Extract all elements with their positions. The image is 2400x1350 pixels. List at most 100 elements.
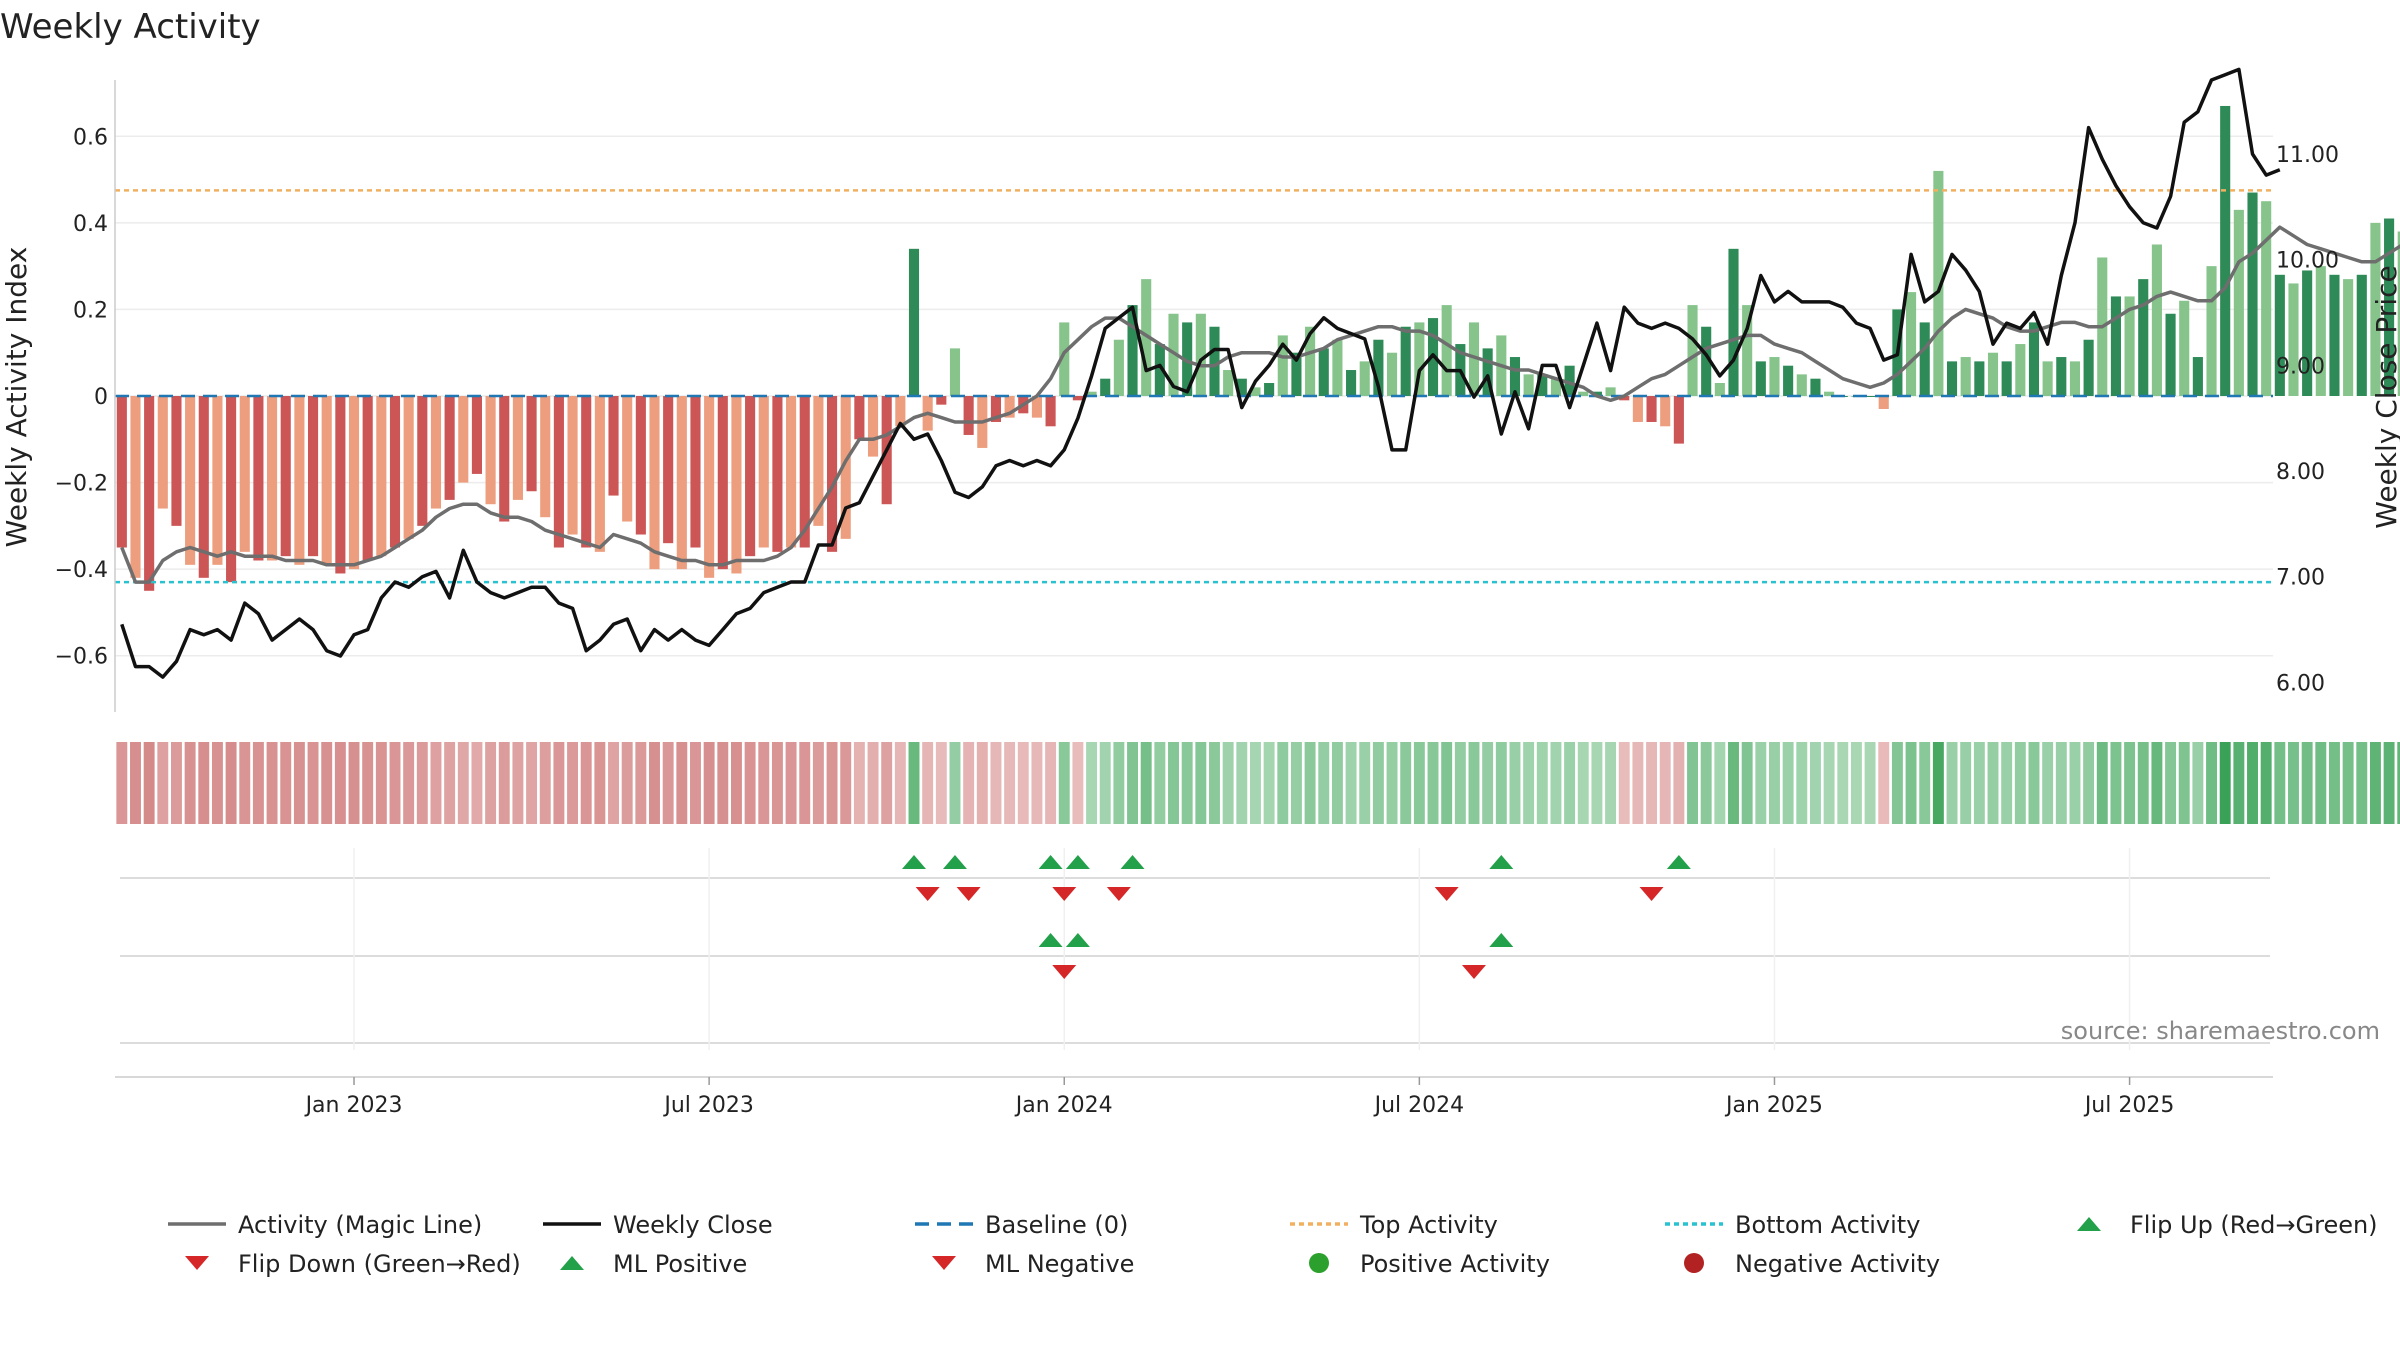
magic-line [120, 225, 2400, 584]
flip-down-marker-1 [956, 887, 981, 901]
flip-up-marker-4 [1120, 855, 1145, 869]
heat-cell-18 [362, 742, 374, 824]
activity-bar-156 [2247, 192, 2258, 396]
heat-cell-130 [1891, 742, 1903, 824]
legend-swatch-7 [560, 1256, 584, 1270]
activity-bar-17 [348, 396, 360, 570]
activity-bar-48 [772, 396, 783, 552]
activity-bar-128 [1865, 396, 1876, 397]
flip-down-marker-3 [1106, 887, 1131, 901]
activity-bar-25 [458, 396, 469, 483]
activity-bar-71 [1086, 391, 1097, 396]
legend-label-10: Negative Activity [1735, 1250, 1940, 1278]
activity-bar-82 [1236, 378, 1247, 396]
y-tick-label-4: −0.2 [55, 472, 108, 497]
x-tick-label-3: Jul 2024 [1373, 1093, 1465, 1118]
legend-swatch-9 [1309, 1253, 1329, 1273]
heat-cell-14 [307, 742, 319, 824]
activity-bar-12 [280, 396, 291, 557]
heat-cell-143 [2069, 742, 2081, 824]
y2-tick-label-0: 11.00 [2276, 143, 2339, 168]
activity-bar-83 [1250, 387, 1261, 396]
heat-cell-26 [471, 742, 483, 824]
activity-bar-85 [1277, 335, 1288, 396]
activity-bar-138 [2001, 361, 2012, 396]
heat-cell-166 [2383, 742, 2395, 824]
activity-bar-143 [2069, 361, 2081, 396]
heat-cell-109 [1605, 742, 1617, 824]
activity-bar-150 [2165, 313, 2176, 396]
activity-bar-1 [130, 396, 141, 578]
activity-bar-8 [226, 396, 237, 583]
heat-cell-29 [512, 742, 524, 824]
heat-cell-117 [1714, 742, 1726, 824]
heat-cell-112 [1646, 742, 1658, 824]
heat-cell-72 [1099, 742, 1111, 824]
heat-cell-46 [744, 742, 756, 824]
activity-bar-9 [239, 396, 250, 552]
activity-bar-43 [704, 396, 715, 578]
heat-cell-40 [662, 742, 674, 824]
heat-cell-44 [717, 742, 729, 824]
heat-cell-127 [1850, 742, 1862, 824]
y2-tick-label-2: 9.00 [2276, 354, 2325, 379]
activity-bar-73 [1113, 339, 1124, 396]
heat-cell-59 [922, 742, 934, 824]
activity-bar-54 [854, 396, 865, 440]
heat-cell-149 [2151, 742, 2163, 824]
activity-bar-106 [1564, 365, 1575, 396]
activity-bar-35 [594, 396, 605, 552]
activity-bar-3 [157, 396, 168, 509]
heat-cell-73 [1113, 742, 1125, 824]
heat-cell-58 [908, 742, 920, 824]
y2-tick-label-3: 8.00 [2276, 460, 2325, 485]
activity-bar-155 [2233, 209, 2244, 396]
activity-bar-120 [1755, 361, 1766, 396]
heat-cell-144 [2083, 742, 2095, 824]
activity-bar-15 [321, 396, 332, 565]
flip-up-marker-3 [1065, 855, 1090, 869]
activity-bar-160 [2302, 270, 2313, 396]
activity-bar-21 [403, 396, 414, 539]
activity-bar-28 [499, 396, 510, 522]
activity-bar-61 [949, 348, 961, 396]
heat-cell-42 [690, 742, 701, 824]
flip-down-marker-4 [1434, 887, 1459, 901]
activity-bar-154 [2220, 105, 2231, 397]
heat-cell-65 [1004, 742, 1016, 824]
legend-swatch-10 [1684, 1253, 1704, 1273]
heat-cell-137 [1987, 742, 1999, 824]
activity-bar-111 [1632, 396, 1643, 422]
y-axis-title: Weekly Activity Index [0, 247, 33, 548]
heat-cell-100 [1482, 742, 1494, 824]
flip-up-marker-2 [1038, 855, 1063, 869]
activity-bar-116 [1701, 326, 1712, 396]
x-tick-label-1: Jul 2023 [662, 1093, 754, 1118]
heat-cell-91 [1359, 742, 1371, 824]
weekly-close-line [120, 67, 2281, 679]
activity-bar-53 [840, 396, 851, 539]
activity-bar-37 [622, 396, 633, 522]
heat-cell-153 [2206, 742, 2218, 824]
heat-cell-99 [1468, 742, 1480, 824]
activity-bar-153 [2206, 266, 2217, 396]
ml-positive-marker-2 [1489, 933, 1514, 947]
activity-bar-125 [1824, 391, 1835, 396]
heat-cell-64 [990, 742, 1002, 824]
heat-cell-141 [2042, 742, 2054, 824]
axes: 0.6 0.4 0.2 0 −0.2 −0.4 −0.6 11.00 10.00 9.00 8.00… [55, 80, 2339, 712]
heat-cell-79 [1195, 742, 1207, 824]
x-tick-label-0: Jan 2023 [304, 1093, 403, 1118]
heat-cell-102 [1509, 742, 1521, 824]
activity-bar-65 [1004, 396, 1015, 418]
flip-up-marker-0 [902, 855, 927, 869]
heat-cell-23 [430, 742, 442, 824]
heat-cell-19 [375, 742, 387, 824]
heat-cell-48 [771, 742, 783, 824]
activity-bar-75 [1141, 279, 1152, 396]
activity-bar-124 [1810, 378, 1821, 396]
activity-bar-60 [936, 396, 947, 405]
activity-bar-40 [663, 396, 674, 544]
ml-positive-marker-0 [1038, 933, 1063, 947]
heat-cell-136 [1973, 742, 1985, 824]
